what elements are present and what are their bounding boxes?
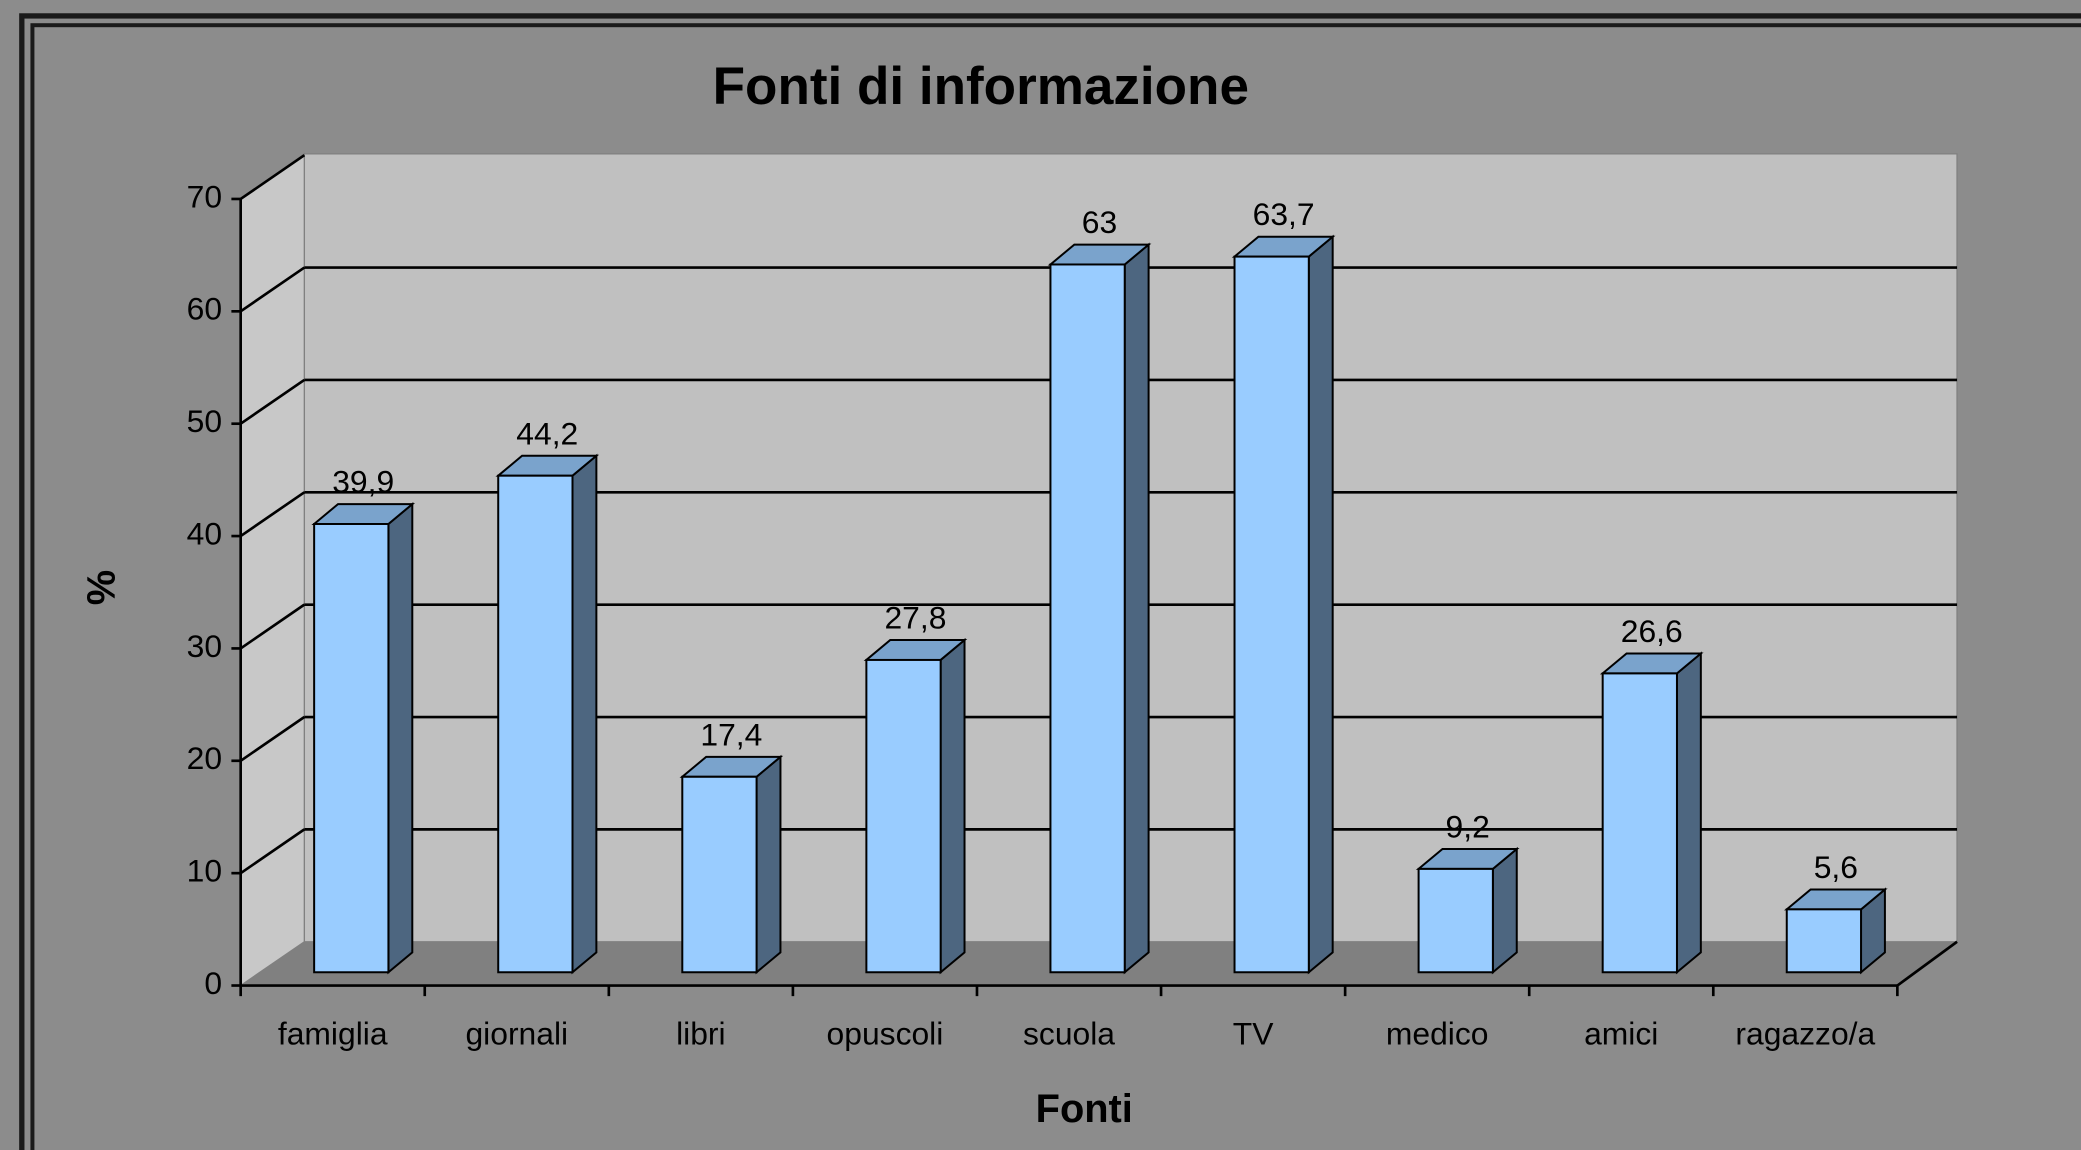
x-tick-label: opuscoli [827, 1015, 944, 1051]
bar [1417, 867, 1494, 974]
x-tick-label: medico [1386, 1015, 1489, 1051]
grid-line-side [239, 715, 306, 762]
bar [865, 658, 942, 974]
data-label: 44,2 [516, 415, 578, 451]
bar-side [1675, 651, 1702, 975]
data-label: 9,2 [1446, 809, 1490, 845]
data-label: 63,7 [1253, 196, 1315, 232]
grid-line-side [239, 154, 306, 201]
y-tick-label: 0 [204, 965, 222, 1001]
x-tick-label: ragazzo/a [1735, 1015, 1875, 1051]
x-tick-label: libri [676, 1015, 726, 1051]
outer-frame [19, 13, 2081, 1150]
bar-side [387, 501, 414, 975]
y-tick-label: 60 [187, 291, 222, 327]
grid-line-side [239, 603, 306, 650]
x-tick-label: giornali [465, 1015, 568, 1051]
bar [1785, 908, 1863, 974]
x-axis-depth [1896, 940, 1958, 987]
x-axis-title: Fonti [1036, 1087, 1133, 1131]
bar-side [571, 453, 598, 975]
bar [1049, 263, 1126, 974]
bar [313, 523, 390, 974]
bar [1601, 672, 1678, 974]
x-tick-label: TV [1233, 1015, 1274, 1051]
x-tick-label: amici [1584, 1015, 1658, 1051]
data-label: 39,9 [332, 464, 394, 500]
bar [497, 474, 574, 974]
grid-line-side [239, 491, 306, 538]
bar-side [1123, 242, 1150, 975]
data-label: 5,6 [1814, 849, 1858, 885]
grid-line-side [239, 378, 306, 425]
bar-side [1491, 846, 1518, 975]
side-wall [240, 152, 306, 987]
y-tick-label: 30 [187, 628, 222, 664]
grid-line-side [239, 828, 306, 875]
y-tick-label: 20 [187, 740, 222, 776]
bar-side [755, 754, 782, 975]
inner-frame [30, 23, 2081, 1150]
y-tick-label: 10 [187, 853, 222, 889]
data-label: 26,6 [1621, 613, 1683, 649]
grid-line-side [239, 266, 306, 313]
x-tick-label: scuola [1023, 1015, 1115, 1051]
bar [681, 775, 758, 974]
y-tick-label: 40 [187, 515, 222, 551]
data-label: 63 [1082, 204, 1117, 240]
y-axis-title: % [80, 570, 124, 605]
data-label: 17,4 [700, 716, 762, 752]
bar-side [1307, 234, 1334, 975]
y-tick-label: 50 [187, 403, 222, 439]
bar-side [939, 637, 966, 975]
y-tick-label: 70 [187, 178, 222, 214]
chart-title: Fonti di informazione [713, 57, 1249, 116]
x-tick-label: famiglia [278, 1015, 388, 1051]
data-label: 27,8 [884, 600, 946, 636]
bar [1233, 255, 1310, 974]
